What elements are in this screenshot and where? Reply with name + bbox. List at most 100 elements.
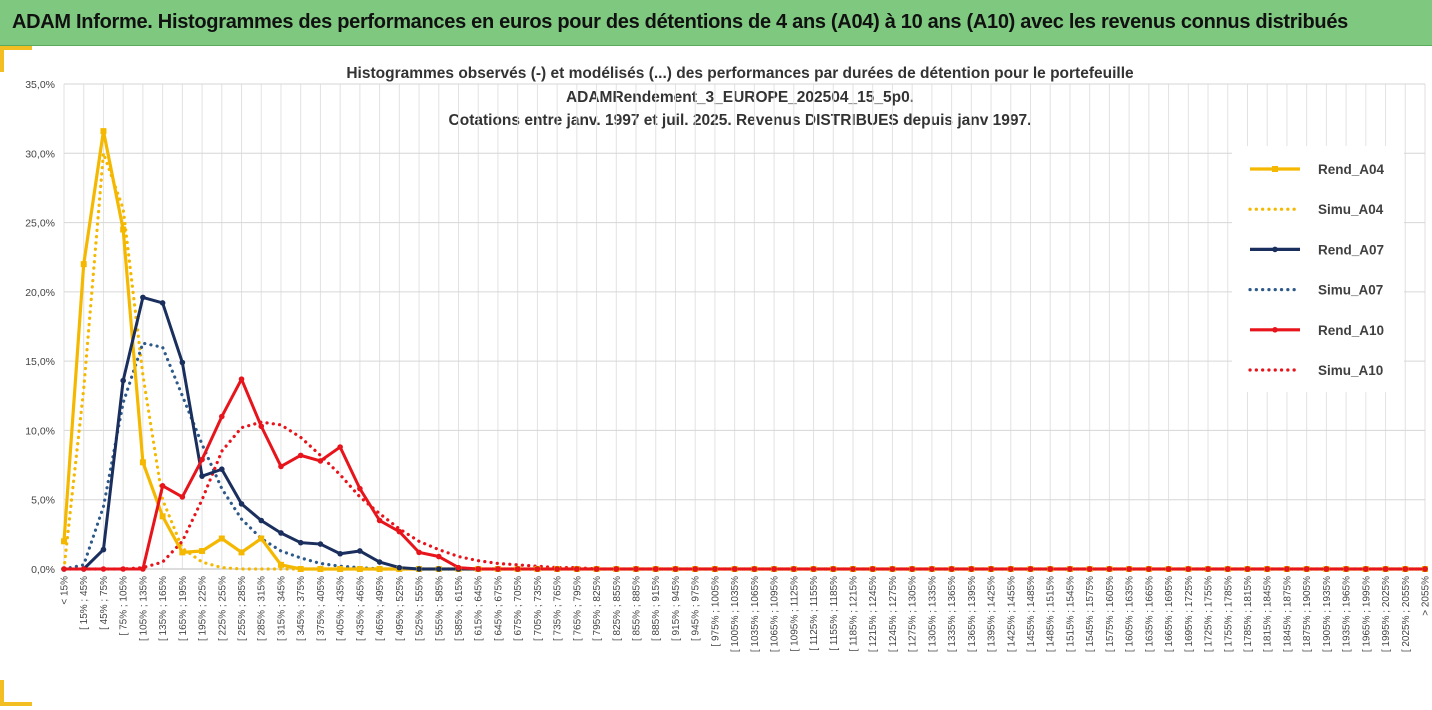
x-tick-label: [ 285% ; 315% (257, 576, 268, 641)
data-point (278, 530, 284, 536)
x-tick-label: [ 225% ; 255% (217, 576, 228, 641)
x-tick-label: [ 735% ; 765% (553, 576, 564, 641)
data-point (593, 566, 600, 572)
data-point (278, 463, 284, 470)
legend-marker (1272, 166, 1278, 172)
data-point (731, 566, 738, 572)
x-tick-label: [ 1425% ; 1455% (1006, 576, 1017, 652)
x-tick-label: [ 1245% ; 1275% (888, 576, 899, 652)
data-point (139, 459, 146, 466)
data-point (356, 566, 363, 572)
data-point (1244, 566, 1251, 572)
data-point (1146, 566, 1152, 572)
data-point (80, 261, 87, 268)
x-tick-label: [ 135% ; 165% (158, 576, 169, 641)
series-line-rend-a10 (64, 377, 1425, 571)
x-tick-label: [ 1755% ; 1785% (1223, 576, 1234, 652)
data-point (948, 566, 955, 572)
x-tick-label: [ 1815% ; 1845% (1263, 576, 1274, 652)
x-tick-label: [ 645% ; 675% (493, 576, 504, 641)
x-tick-label: [ 1965% ; 1995% (1361, 576, 1372, 652)
x-tick-label: [ 795% ; 825% (592, 576, 603, 641)
data-point (238, 376, 245, 382)
data-point (652, 566, 659, 572)
data-point (199, 547, 206, 554)
legend-box (1232, 146, 1404, 392)
legend-marker (1272, 327, 1278, 333)
data-point (475, 566, 482, 572)
data-point (396, 564, 403, 571)
data-point (1106, 566, 1113, 572)
data-point (771, 566, 777, 572)
y-tick-label: 20,0% (25, 287, 55, 299)
y-tick-label: 5,0% (31, 495, 55, 507)
data-point (258, 423, 265, 430)
data-point (179, 494, 186, 500)
x-tick-label: [ 1635% ; 1665% (1144, 576, 1155, 652)
x-tick-label: [ 15% ; 45% (79, 576, 90, 630)
x-tick-label: [ 1605% ; 1635% (1125, 576, 1136, 652)
data-point (416, 566, 422, 572)
x-tick-label: [ 1335% ; 1365% (947, 576, 958, 652)
x-tick-label: [ 1065% ; 1095% (770, 576, 781, 652)
data-point (1402, 566, 1409, 572)
data-point (337, 566, 344, 572)
data-point (159, 513, 166, 520)
x-tick-label: [ 1725% ; 1755% (1204, 576, 1215, 652)
x-tick-label: [ 1005% ; 1035% (730, 576, 741, 652)
data-point (1027, 566, 1034, 572)
data-point (376, 559, 383, 565)
x-tick-label: [ 975% ; 1005% (710, 576, 721, 647)
data-point (435, 553, 442, 560)
accent-bar-left-bottom (0, 680, 4, 706)
y-tick-label: 35,0% (25, 79, 55, 91)
data-point (317, 566, 324, 572)
accent-bar-top (0, 46, 32, 50)
report-title: ADAM Informe. Histogrammes des performan… (12, 11, 1348, 33)
data-point (810, 566, 817, 572)
x-tick-label: [ 495% ; 525% (395, 576, 406, 641)
data-point (534, 566, 541, 572)
data-point (337, 550, 343, 557)
data-point (889, 566, 896, 572)
data-point (988, 566, 994, 572)
data-point (61, 538, 67, 545)
data-point (514, 566, 521, 572)
x-tick-label: [ 435% ; 465% (355, 576, 366, 641)
data-point (633, 566, 639, 572)
data-point (1007, 566, 1014, 572)
legend-marker (1272, 246, 1278, 253)
x-tick-label: [ 1095% ; 1125% (789, 576, 800, 652)
data-point (1165, 566, 1172, 572)
x-tick-label: [ 315% ; 345% (276, 576, 287, 641)
x-tick-label: > 2055% (1421, 576, 1432, 616)
data-point (61, 566, 67, 572)
x-tick-label: [ 675% ; 705% (513, 576, 524, 641)
x-tick-label: [ 1485% ; 1515% (1046, 576, 1057, 652)
data-point (120, 377, 126, 384)
data-point (1382, 566, 1389, 572)
series-line-rend-a07 (64, 295, 1425, 571)
data-point (159, 483, 166, 489)
x-tick-label: < 15% (60, 576, 71, 605)
x-tick-label: [ 1545% ; 1575% (1085, 576, 1096, 652)
x-tick-label: [ 915% ; 945% (671, 576, 682, 641)
data-point (258, 517, 265, 524)
data-point (1284, 566, 1290, 572)
chart-title-line-2: ADAMRendement_3_EUROPE_202504_15_5p0. (565, 88, 915, 106)
data-point (909, 566, 915, 572)
data-point (100, 546, 107, 553)
x-tick-label: [ 705% ; 735% (533, 576, 544, 641)
data-point (120, 566, 126, 572)
data-point (297, 452, 304, 459)
x-tick-label: [ 1455% ; 1485% (1026, 576, 1037, 652)
data-point (199, 456, 205, 463)
x-tick-label: [ 1125% ; 1155% (809, 576, 820, 651)
data-point (692, 566, 698, 572)
x-tick-label: [ 1935% ; 1965% (1342, 576, 1353, 652)
x-tick-label: [ 1155% ; 1185% (829, 576, 840, 651)
data-point (140, 566, 146, 572)
data-point (120, 226, 127, 233)
data-point (1205, 566, 1211, 572)
x-tick-label: [ 1905% ; 1935% (1322, 576, 1333, 652)
